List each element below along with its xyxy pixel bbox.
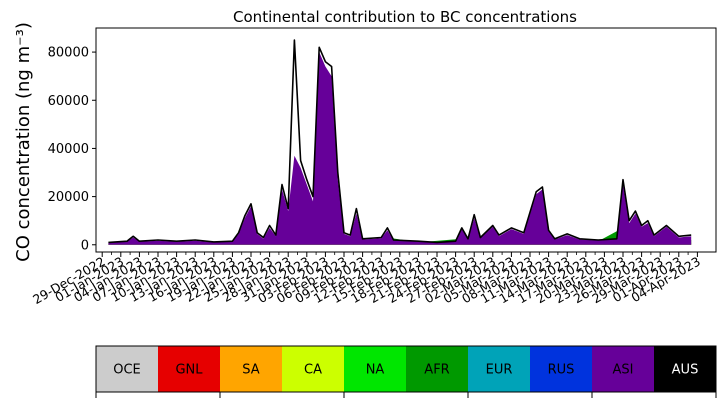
legend-label: NA: [366, 363, 385, 378]
legend-swatch-rus: [530, 346, 592, 392]
legend-swatch-ca: [282, 346, 344, 392]
legend-swatch-sa: [220, 346, 282, 392]
plot-area: 02000040000600008000029-Dec-202201-Jan-2…: [30, 27, 717, 307]
chart-title: Continental contribution to BC concentra…: [233, 8, 577, 26]
legend-label: RUS: [548, 363, 575, 378]
legend-swatch-na: [344, 346, 406, 392]
total-line: [108, 39, 692, 244]
legend-label: ASI: [613, 363, 634, 378]
area-series-2: [108, 52, 692, 245]
legend-label: AUS: [672, 363, 699, 378]
y-tick-label: 20000: [48, 190, 89, 205]
area-series-1: [108, 107, 692, 245]
legend-label: EUR: [486, 363, 513, 378]
plot-frame: [95, 27, 717, 253]
legend-swatch-afr: [406, 346, 468, 392]
series-group: [108, 39, 692, 245]
legend-frame: [95, 345, 717, 393]
legend-label: CA: [304, 363, 322, 378]
legend-label: AFR: [424, 363, 449, 378]
legend-swatch-gnl: [158, 346, 220, 392]
legend-swatch-asi: [592, 346, 654, 392]
legend-label: SA: [242, 363, 259, 378]
y-tick-label: 40000: [48, 142, 89, 157]
y-tick-label: 0: [81, 238, 89, 253]
y-tick-label: 80000: [48, 46, 89, 61]
legend-swatch-aus: [654, 346, 716, 392]
legend: OCE GNL SA CA NA AFR EUR RUS ASI AUS: [95, 345, 717, 398]
legend-swatch-oce: [96, 346, 158, 392]
y-axis-label: CO concentration (ng m⁻³): [13, 22, 34, 262]
y-tick-label: 60000: [48, 94, 89, 109]
legend-label: GNL: [175, 363, 203, 378]
legend-swatch-eur: [468, 346, 530, 392]
legend-label: OCE: [113, 363, 141, 378]
